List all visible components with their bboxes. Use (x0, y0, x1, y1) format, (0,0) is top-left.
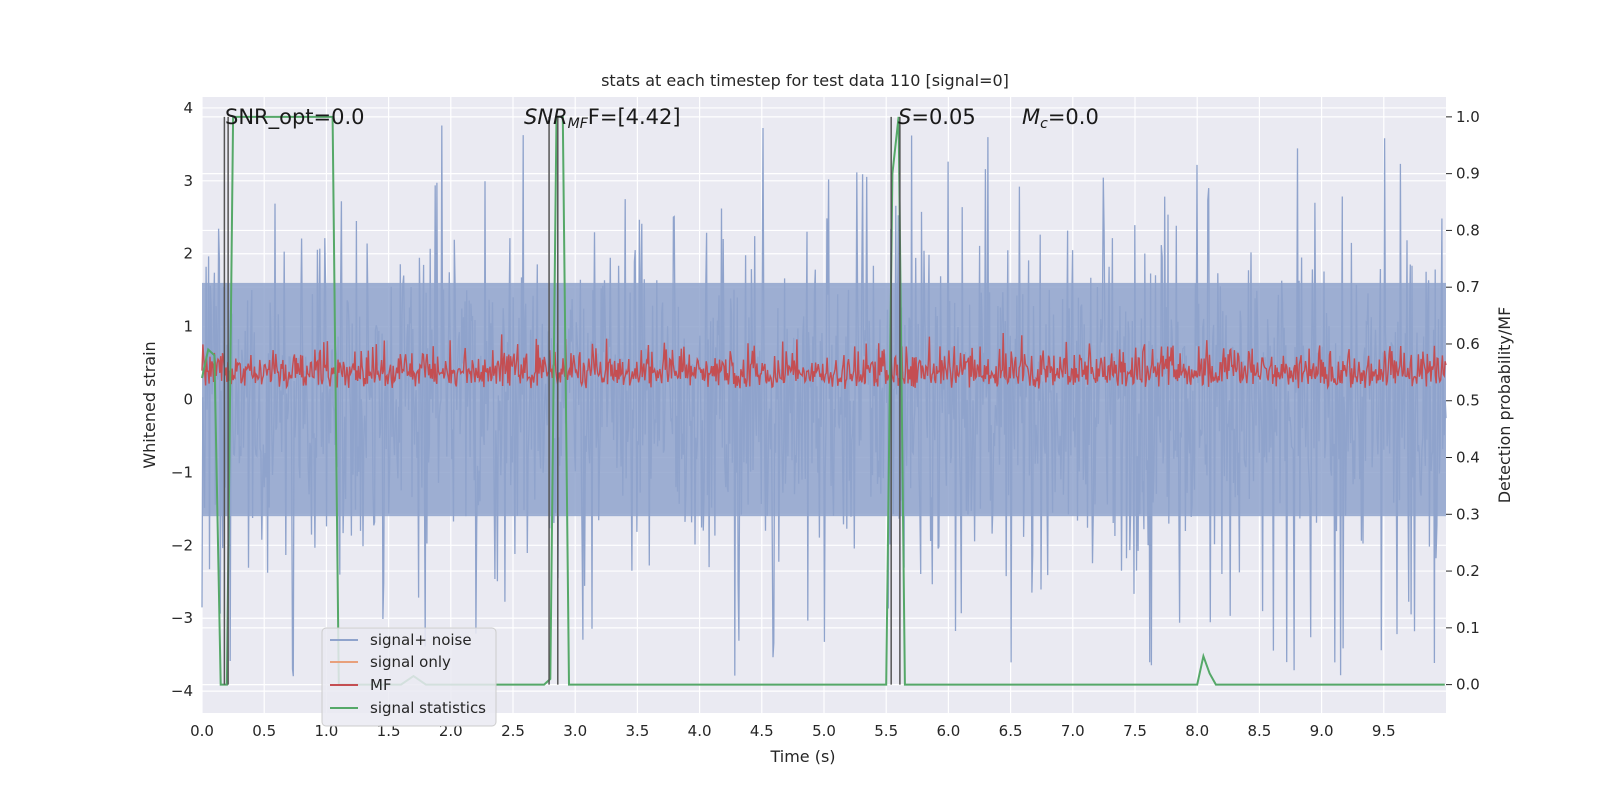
y-left-tick-label: 1 (183, 318, 193, 336)
y-right-tick-label: 0.3 (1456, 505, 1480, 523)
y-right-tick-label: 0.6 (1456, 335, 1480, 353)
series-signal-statistics (201, 115, 1445, 686)
y-right-tick-label: 0.5 (1456, 392, 1480, 410)
x-tick-label: 7.5 (1123, 722, 1147, 740)
y-left-tick-label: 0 (183, 391, 193, 409)
y-left-tick-label: −1 (171, 463, 193, 481)
signal-statistics-line (201, 115, 1445, 686)
y-left-tick-label: −2 (171, 536, 193, 554)
x-tick-label: 5.5 (874, 722, 898, 740)
x-tick-label: 9.5 (1372, 722, 1396, 740)
x-tick-label: 5.0 (812, 722, 836, 740)
x-tick-label: 4.5 (750, 722, 774, 740)
y-right-tick-label: 1.0 (1456, 108, 1480, 126)
y-axis-label-left: Whitened strain (140, 341, 159, 468)
y-axis-label-right: Detection probability/MF (1495, 307, 1514, 504)
y-right-tick-label: 0.2 (1456, 562, 1480, 580)
x-tick-label: 0.0 (190, 722, 214, 740)
x-tick-label: 0.5 (252, 722, 276, 740)
annotation-snr-mf: SNRMFF=[4.42] (524, 105, 681, 132)
x-tick-label: 9.0 (1310, 722, 1334, 740)
legend-label-signal-only: signal only (370, 653, 451, 671)
x-tick-label: 3.5 (625, 722, 649, 740)
annotation-s: S=0.05 (898, 105, 976, 129)
noise-line (201, 125, 1447, 677)
y-right-tick-label: 0.9 (1456, 165, 1480, 183)
annotation-mc: Mc=0.0 (1022, 105, 1099, 132)
y-right-tick-label: 0.4 (1456, 449, 1480, 467)
x-axis-label: Time (s) (769, 747, 835, 766)
x-tick-label: 4.0 (688, 722, 712, 740)
y-right-tick-label: 0.1 (1456, 619, 1480, 637)
x-tick-label: 2.5 (501, 722, 525, 740)
x-tick-labels: 0.0 0.5 1.0 1.5 2.0 2.5 3.0 3.5 4.0 4.5 5.0 5.5 6.0 6… (190, 722, 1396, 740)
y-right-tick-label: 0.8 (1456, 221, 1480, 239)
vertical-markers (223, 116, 901, 685)
series-mf (201, 332, 1447, 390)
legend-label-signal-statistics: signal statistics (370, 699, 486, 717)
annotation-snr-opt: SNR_opt=0.0 (225, 105, 365, 130)
y-left-tick-label: −4 (171, 682, 193, 700)
y-left-tick-label: 3 (183, 172, 193, 190)
y-right-tick-label: 0.7 (1456, 278, 1480, 296)
series-signal-noise (201, 125, 1447, 677)
x-tick-label: 6.0 (936, 722, 960, 740)
y-right-tick-labels: 0.0 0.1 0.2 0.3 0.4 0.5 0.6 0.7 0.8 0.9 1.0 (1446, 108, 1480, 694)
y-right-tick-label: 0.0 (1456, 676, 1480, 694)
x-tick-label: 3.0 (563, 722, 587, 740)
y-left-tick-label: 4 (183, 99, 193, 117)
legend-label-mf: MF (370, 676, 392, 694)
x-tick-label: 7.0 (1061, 722, 1085, 740)
mf-line (201, 332, 1447, 390)
legend-label-signal-noise: signal+ noise (370, 631, 472, 649)
x-tick-label: 6.5 (999, 722, 1023, 740)
legend: signal+ noise signal only MF signal stat… (321, 627, 497, 727)
x-tick-label: 8.0 (1185, 722, 1209, 740)
y-left-tick-label: 2 (183, 245, 193, 263)
chart-title: stats at each timestep for test data 110… (601, 71, 1009, 90)
legend-box (321, 627, 497, 727)
x-tick-label: 8.5 (1247, 722, 1271, 740)
y-left-tick-labels: −4 −3 −2 −1 0 1 2 3 4 (171, 99, 193, 700)
y-left-tick-label: −3 (171, 609, 193, 627)
